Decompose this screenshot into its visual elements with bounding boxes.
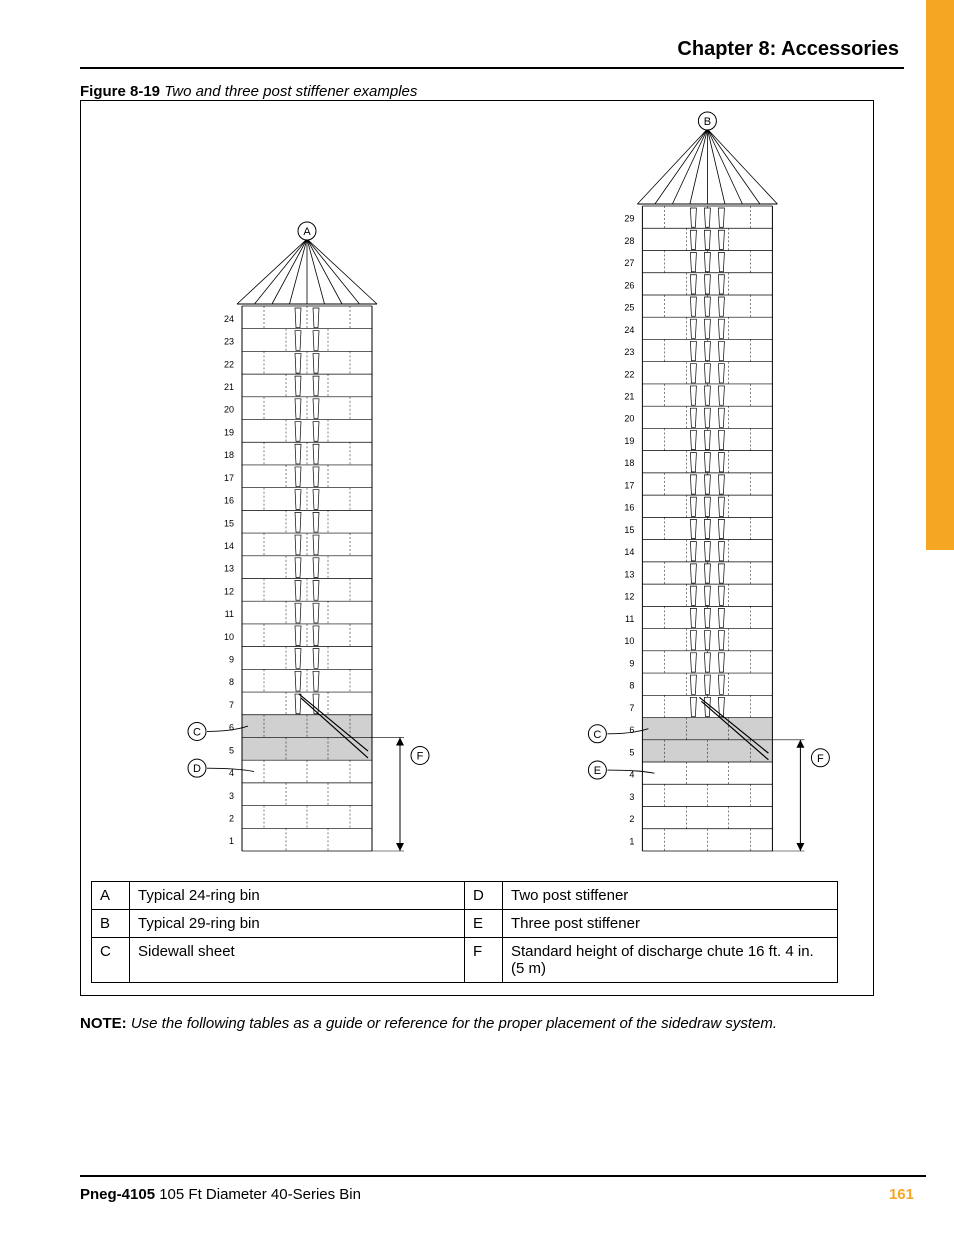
svg-text:11: 11	[225, 609, 234, 619]
svg-text:13: 13	[224, 564, 234, 574]
svg-text:20: 20	[224, 405, 234, 415]
header-rule	[80, 67, 904, 69]
svg-text:1: 1	[229, 836, 234, 846]
svg-text:16: 16	[224, 496, 234, 506]
svg-text:15: 15	[224, 518, 234, 528]
svg-text:3: 3	[229, 791, 234, 801]
svg-text:14: 14	[624, 547, 634, 557]
svg-text:22: 22	[224, 359, 234, 369]
svg-text:24: 24	[224, 314, 234, 324]
svg-text:25: 25	[624, 303, 634, 313]
figure-box: A242322212019181716151413121110987654321…	[80, 100, 874, 996]
svg-text:4: 4	[229, 768, 234, 778]
note-body: Use the following tables as a guide or r…	[131, 1015, 777, 1032]
svg-text:26: 26	[624, 280, 634, 290]
svg-text:6: 6	[229, 723, 234, 733]
svg-text:9: 9	[229, 655, 234, 665]
svg-text:15: 15	[624, 525, 634, 535]
svg-text:18: 18	[224, 450, 234, 460]
legend-key: D	[465, 882, 503, 910]
svg-text:8: 8	[629, 681, 634, 691]
figure-label: Figure 8-19	[80, 83, 160, 100]
table-row: C Sidewall sheet F Standard height of di…	[92, 938, 838, 983]
page-number: 161	[889, 1186, 914, 1203]
svg-text:2: 2	[629, 814, 634, 824]
svg-text:7: 7	[629, 703, 634, 713]
svg-text:9: 9	[629, 658, 634, 668]
svg-text:C: C	[193, 726, 201, 738]
legend-key: F	[465, 938, 503, 983]
svg-text:A: A	[303, 226, 311, 238]
doc-desc: 105 Ft Diameter 40-Series Bin	[159, 1186, 361, 1203]
table-row: B Typical 29-ring bin E Three post stiff…	[92, 910, 838, 938]
doc-id: Pneg-4105	[80, 1186, 155, 1203]
svg-text:29: 29	[624, 214, 634, 224]
svg-text:19: 19	[624, 436, 634, 446]
legend-key: A	[92, 882, 130, 910]
svg-text:21: 21	[224, 382, 234, 392]
legend-table: A Typical 24-ring bin D Two post stiffen…	[91, 881, 838, 983]
legend-desc: Three post stiffener	[503, 910, 838, 938]
svg-text:2: 2	[229, 813, 234, 823]
footer-left: Pneg-4105 105 Ft Diameter 40-Series Bin	[80, 1186, 361, 1203]
svg-text:5: 5	[629, 747, 634, 757]
svg-text:23: 23	[224, 337, 234, 347]
svg-text:21: 21	[624, 392, 634, 402]
legend-key: B	[92, 910, 130, 938]
svg-text:20: 20	[624, 414, 634, 424]
legend-desc: Typical 24-ring bin	[130, 882, 465, 910]
svg-text:1: 1	[629, 836, 634, 846]
svg-text:13: 13	[624, 569, 634, 579]
legend-desc: Typical 29-ring bin	[130, 910, 465, 938]
svg-text:19: 19	[224, 427, 234, 437]
diagram-area: A242322212019181716151413121110987654321…	[81, 101, 873, 863]
legend-desc: Sidewall sheet	[130, 938, 465, 983]
svg-text:22: 22	[624, 369, 634, 379]
svg-text:23: 23	[624, 347, 634, 357]
figure-title: Two and three post stiffener examples	[164, 83, 417, 100]
svg-text:F: F	[417, 750, 424, 762]
svg-text:24: 24	[624, 325, 634, 335]
figure-caption: Figure 8-19 Two and three post stiffener…	[80, 83, 417, 100]
svg-text:16: 16	[624, 503, 634, 513]
legend-desc: Two post stiffener	[503, 882, 838, 910]
svg-text:17: 17	[624, 480, 634, 490]
svg-text:D: D	[193, 763, 201, 775]
svg-text:12: 12	[624, 592, 634, 602]
page-tab	[926, 0, 954, 550]
legend-key: E	[465, 910, 503, 938]
svg-text:14: 14	[224, 541, 234, 551]
svg-text:11: 11	[625, 614, 634, 624]
svg-text:17: 17	[224, 473, 234, 483]
chapter-heading: Chapter 8: Accessories	[677, 38, 899, 61]
svg-text:7: 7	[229, 700, 234, 710]
svg-text:8: 8	[229, 677, 234, 687]
svg-text:10: 10	[624, 636, 634, 646]
svg-text:28: 28	[624, 236, 634, 246]
legend-key: C	[92, 938, 130, 983]
bin-b-diagram: B292827262524232221201918171615141312111…	[541, 111, 861, 861]
svg-text:B: B	[704, 116, 711, 128]
svg-text:5: 5	[229, 745, 234, 755]
svg-text:6: 6	[629, 725, 634, 735]
svg-text:27: 27	[624, 258, 634, 268]
legend-desc: Standard height of discharge chute 16 ft…	[503, 938, 838, 983]
svg-text:10: 10	[224, 632, 234, 642]
svg-text:E: E	[594, 765, 601, 777]
footer-rule	[80, 1175, 926, 1177]
svg-text:18: 18	[624, 458, 634, 468]
table-row: A Typical 24-ring bin D Two post stiffen…	[92, 882, 838, 910]
svg-text:C: C	[593, 729, 601, 741]
svg-text:3: 3	[629, 792, 634, 802]
bin-a-diagram: A242322212019181716151413121110987654321…	[151, 221, 451, 861]
svg-text:12: 12	[224, 586, 234, 596]
svg-text:F: F	[817, 753, 824, 765]
note-text: NOTE: Use the following tables as a guid…	[80, 1015, 904, 1032]
